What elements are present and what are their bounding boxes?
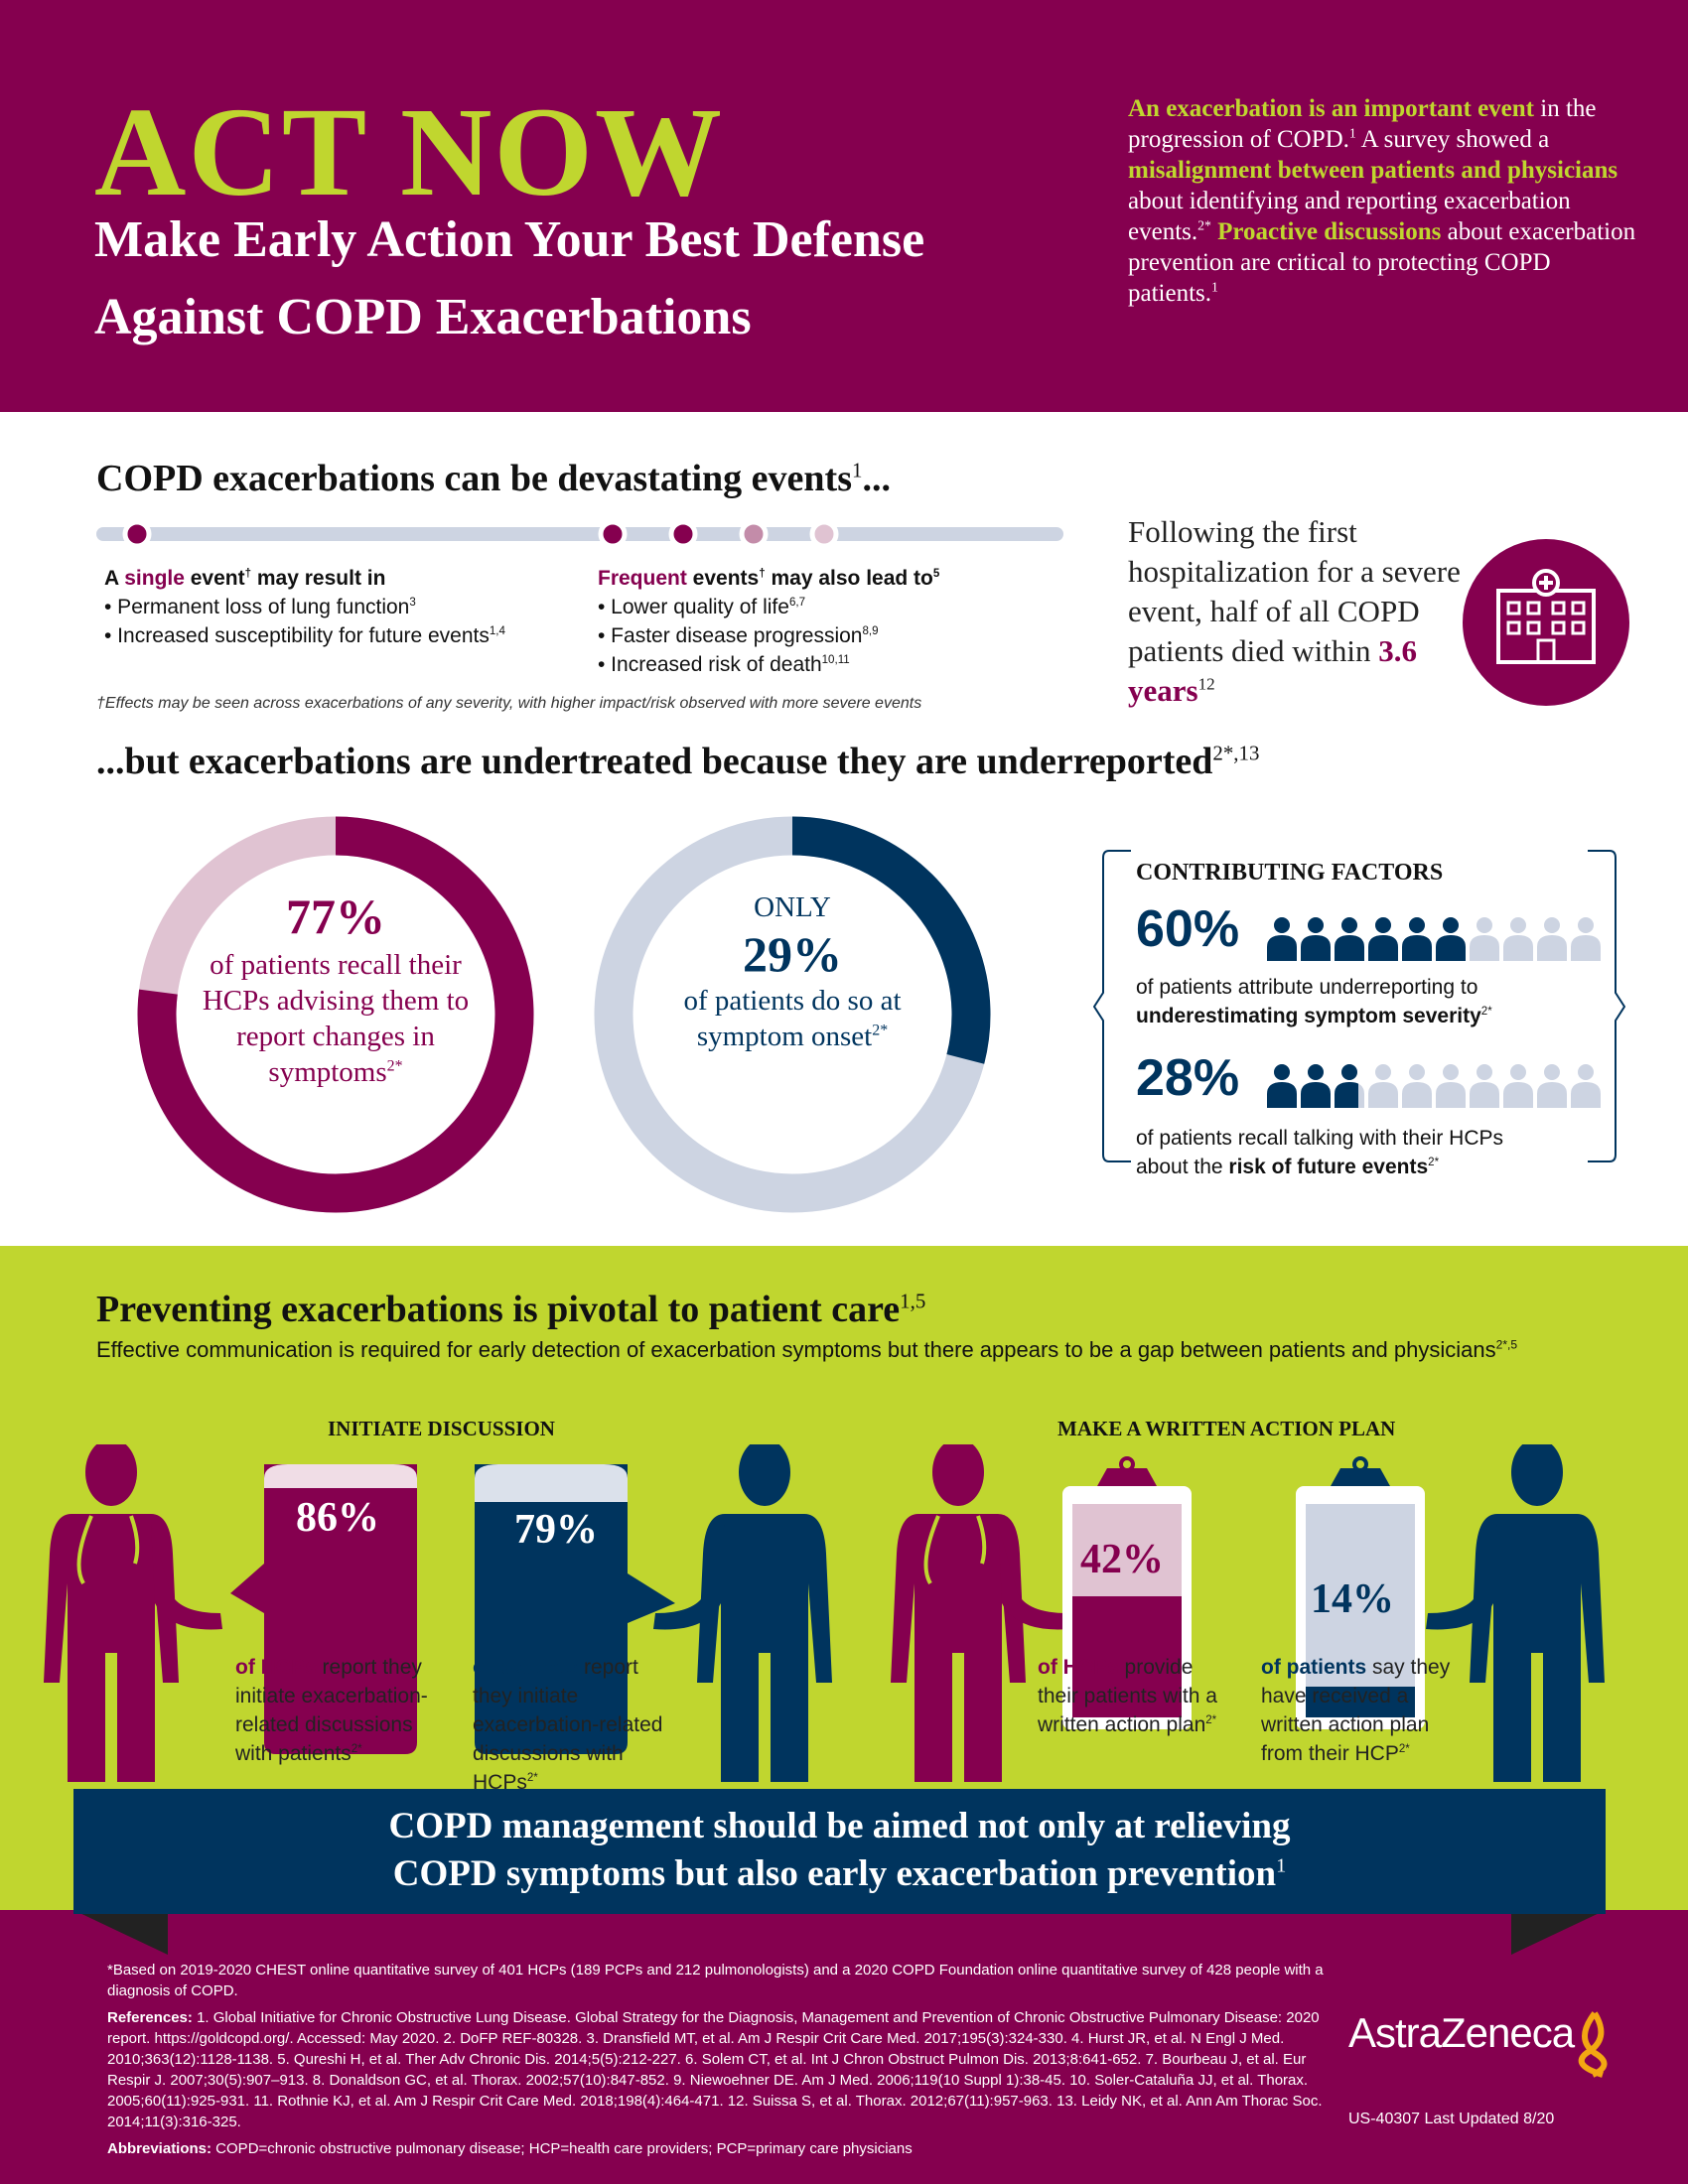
intro-text: An exacerbation is an important event in… bbox=[1128, 95, 1636, 307]
donut2-label: ONLY 29% of patients do so at symptom on… bbox=[683, 891, 902, 1052]
list-item: • Faster disease progression8,9 bbox=[598, 624, 879, 647]
person-icon bbox=[1470, 917, 1499, 961]
donut1-label: 77% of patients recall their HCPs advisi… bbox=[202, 888, 470, 1088]
patient-clipboard bbox=[1296, 1456, 1425, 1729]
donut-chart-29 bbox=[594, 816, 991, 1213]
list-item: • Increased susceptibility for future ev… bbox=[104, 624, 505, 647]
hcp-initiate-percent: 86% bbox=[296, 1495, 379, 1541]
person-icon bbox=[1335, 1064, 1364, 1108]
factor1-people-icons bbox=[1267, 917, 1601, 961]
astrazeneca-logo-icon bbox=[1578, 2011, 1608, 2078]
hospital-icon bbox=[1463, 539, 1629, 706]
timeline-event-dot bbox=[122, 520, 152, 548]
person-icon bbox=[1301, 917, 1331, 961]
donut-value-arc bbox=[137, 816, 534, 1213]
hcp-plan-description: of HCPs provide their patients with a wr… bbox=[1038, 1656, 1217, 1736]
patient-plan-percent: 14% bbox=[1311, 1576, 1394, 1622]
effects-footnote: †Effects may be seen across exacerbation… bbox=[96, 695, 922, 712]
person-icon bbox=[1335, 917, 1364, 961]
list-item: • Permanent loss of lung function3 bbox=[104, 596, 416, 618]
factor1-description: of patients attribute underreporting to u… bbox=[1136, 976, 1492, 1027]
person-icon bbox=[1267, 1064, 1297, 1108]
single-event-list: A single event† may result in • Permanen… bbox=[104, 564, 505, 650]
hcp-initiate-description: of HCPs report they initiate exacerbatio… bbox=[235, 1656, 428, 1765]
timeline-event-dot bbox=[809, 520, 839, 548]
patient-figure-1 bbox=[653, 1444, 832, 1782]
section3-subheading: Effective communication is required for … bbox=[96, 1337, 1518, 1362]
frequent-events-list: Frequent events† may also lead to5 • Low… bbox=[598, 564, 939, 679]
section3-heading: Preventing exacerbations is pivotal to p… bbox=[96, 1289, 926, 1330]
person-icon bbox=[1368, 1064, 1398, 1108]
patient-figure-2 bbox=[1426, 1444, 1605, 1782]
person-icon bbox=[1436, 917, 1466, 961]
factor2-people-icons bbox=[1267, 1064, 1601, 1108]
person-icon bbox=[1537, 1064, 1567, 1108]
person-icon bbox=[1436, 1064, 1466, 1108]
person-icon bbox=[1267, 917, 1297, 961]
document-code: US-40307 Last Updated 8/20 bbox=[1348, 2111, 1555, 2127]
illustrations bbox=[44, 1444, 1605, 1782]
page-title: ACT NOW bbox=[94, 81, 724, 222]
survey-footnote: *Based on 2019-2020 CHEST online quantit… bbox=[107, 1962, 1324, 1999]
list-item: • Lower quality of life6,7 bbox=[598, 596, 806, 618]
factor2-description: of patients recall talking with their HC… bbox=[1136, 1127, 1503, 1178]
doctor-figure-2 bbox=[891, 1444, 1069, 1782]
donut-chart-77 bbox=[137, 816, 534, 1213]
astrazeneca-logo: AstraZeneca bbox=[1348, 2009, 1575, 2056]
list-item: • Increased risk of death10,11 bbox=[598, 653, 850, 676]
person-icon bbox=[1301, 1064, 1331, 1108]
hcp-clipboard bbox=[1062, 1456, 1192, 1729]
abbreviations: Abbreviations: COPD=chronic obstructive … bbox=[107, 2140, 913, 2157]
references: References: 1. Global Initiative for Chr… bbox=[107, 2009, 1323, 2130]
person-icon bbox=[1368, 917, 1398, 961]
timeline-event-dot bbox=[668, 520, 698, 548]
footer: *Based on 2019-2020 CHEST online quantit… bbox=[0, 1910, 1688, 2184]
patient-initiate-percent: 79% bbox=[514, 1507, 598, 1553]
hcp-plan-percent: 42% bbox=[1080, 1537, 1164, 1582]
factor2-percent: 28% bbox=[1136, 1049, 1240, 1107]
initiate-discussion-title: INITIATE DISCUSSION bbox=[328, 1417, 555, 1440]
person-icon bbox=[1402, 917, 1432, 961]
exacerbation-timeline bbox=[96, 520, 1063, 548]
doctor-figure-1 bbox=[44, 1444, 222, 1782]
person-icon bbox=[1470, 1064, 1499, 1108]
person-icon bbox=[1571, 917, 1601, 961]
page-subtitle-line1: Make Early Action Your Best Defense bbox=[94, 211, 925, 268]
patient-plan-description: of patients say they have received a wri… bbox=[1261, 1656, 1451, 1765]
key-message-banner: COPD management should be aimed not only… bbox=[73, 1789, 1606, 1914]
page-subtitle-line2: Against COPD Exacerbations bbox=[94, 289, 752, 345]
factors-title: CONTRIBUTING FACTORS bbox=[1136, 860, 1444, 886]
hospitalization-stat: Following the first hospitalization for … bbox=[1128, 514, 1461, 708]
patient-speech-bubble bbox=[475, 1464, 675, 1754]
patient-initiate-description: of patients report they initiate exacerb… bbox=[473, 1656, 663, 1794]
person-icon bbox=[1503, 917, 1533, 961]
person-icon bbox=[1402, 1064, 1432, 1108]
header-banner: ACT NOW Make Early Action Your Best Defe… bbox=[0, 0, 1688, 412]
person-icon bbox=[1537, 917, 1567, 961]
factor1-percent: 60% bbox=[1136, 900, 1240, 958]
timeline-event-dot bbox=[598, 520, 628, 548]
donut-value-arc bbox=[594, 816, 991, 1213]
contributing-factors-box: CONTRIBUTING FACTORS 60% of patients att… bbox=[1093, 850, 1625, 1178]
hcp-speech-bubble bbox=[230, 1464, 417, 1754]
person-icon bbox=[1571, 1064, 1601, 1108]
timeline-event-dot bbox=[739, 520, 769, 548]
footer-text-column: *Based on 2019-2020 CHEST online quantit… bbox=[107, 1960, 1329, 2159]
section1-heading: COPD exacerbations can be devastating ev… bbox=[96, 458, 891, 499]
action-plan-title: MAKE A WRITTEN ACTION PLAN bbox=[1057, 1417, 1396, 1440]
section2-heading: ...but exacerbations are undertreated be… bbox=[96, 741, 1260, 782]
person-icon bbox=[1503, 1064, 1533, 1108]
